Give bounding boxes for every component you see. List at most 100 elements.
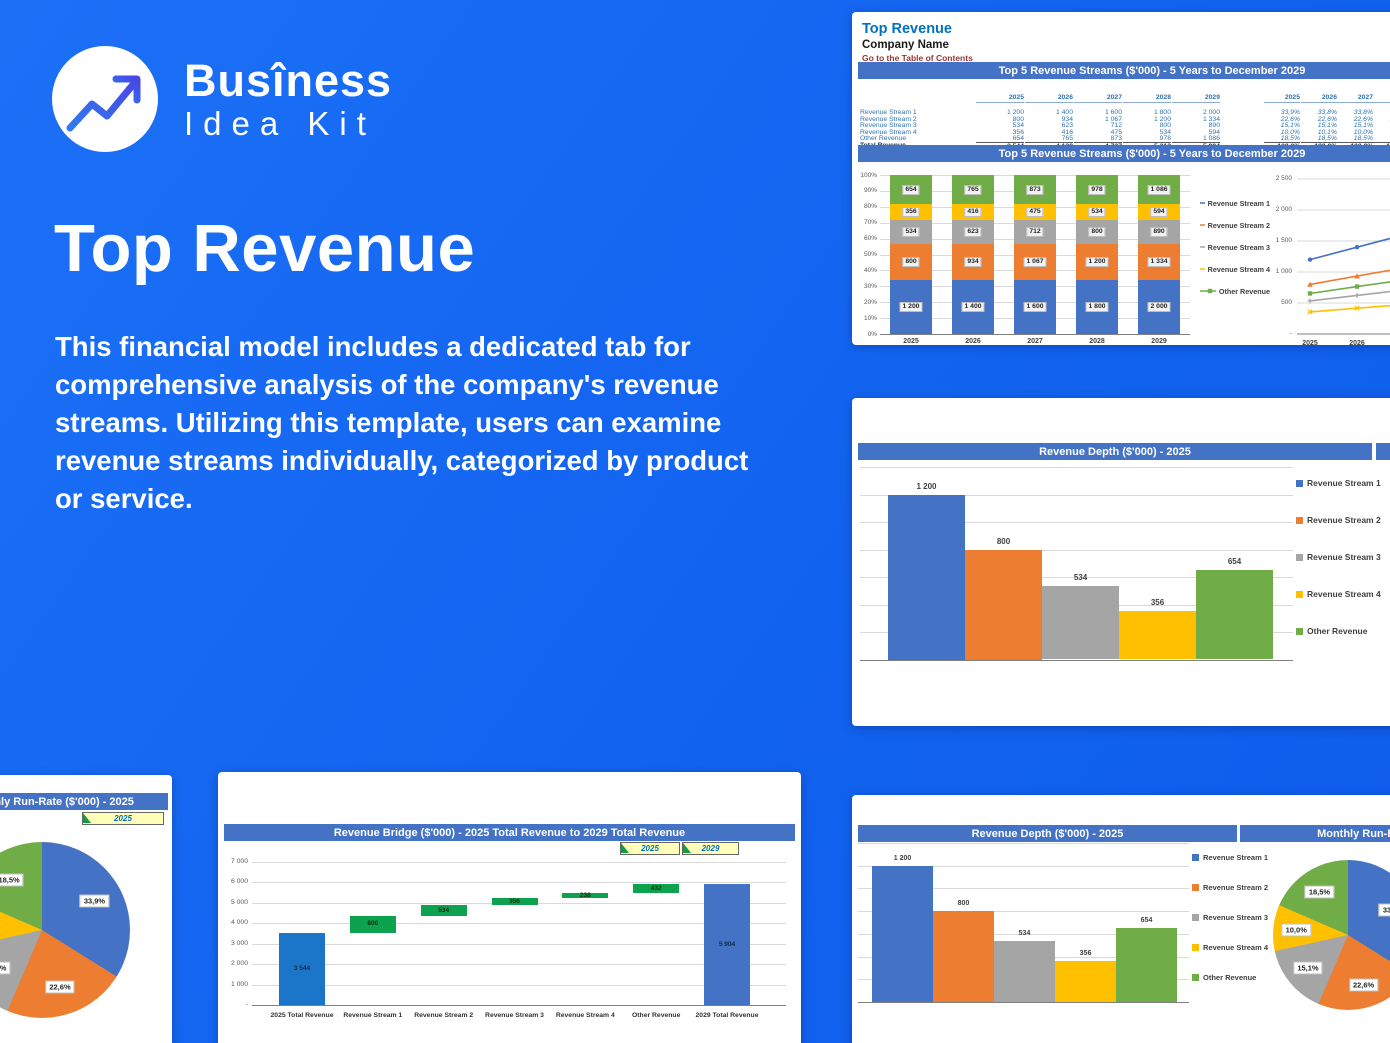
legend-item: Revenue Stream 4 <box>1296 589 1381 599</box>
bar-value-label: 356 <box>1079 950 1092 958</box>
depth-chart-legend: Revenue Stream 1 Revenue Stream 2 Revenue … <box>1296 478 1390 668</box>
dropdown-corner-mark <box>83 813 91 823</box>
bar-segment-label: 800 <box>902 257 920 268</box>
brand-logo <box>52 46 158 152</box>
pie-slice-label: 18,5% <box>0 873 24 887</box>
table-pct-cell: 22,6% <box>1317 116 1337 123</box>
table-cell: 712 <box>1110 122 1122 129</box>
bar <box>965 549 1042 660</box>
table-pct-cell: 22,6% <box>1353 116 1373 123</box>
table-of-contents-link[interactable]: Go to the Table of Contents <box>862 53 973 63</box>
axis-label: 20% <box>863 298 877 306</box>
grid-line <box>880 334 1190 335</box>
waterfall-bar <box>349 916 396 933</box>
grid-line <box>860 467 1293 468</box>
table-pct-cell: 15,1% <box>1280 122 1300 129</box>
bar-segment-label: 534 <box>902 227 920 238</box>
bar-value-label: 800 <box>996 536 1011 546</box>
bar <box>1116 927 1177 1002</box>
grid-line <box>252 1005 786 1006</box>
runrate-year-value: 2025 <box>114 814 132 823</box>
bar-segment-label: 873 <box>1026 184 1044 195</box>
legend-marker-icon <box>1200 202 1205 204</box>
table-pct-cell: 10,1% <box>1317 129 1337 136</box>
bar-segment-label: 1 086 <box>1147 184 1171 195</box>
marker <box>1307 281 1313 287</box>
legend-swatch <box>1192 974 1199 981</box>
table-cell: 534 <box>1012 122 1024 129</box>
marker <box>1307 291 1313 296</box>
bar <box>1196 569 1273 660</box>
table-cell: 1 400 <box>1055 109 1073 116</box>
pie-slice-label: 33,9% <box>1378 903 1390 917</box>
bar-value-label: 534 <box>1073 573 1088 583</box>
marker <box>1207 288 1213 294</box>
bridge-from-dropdown[interactable]: 2025 <box>620 842 680 855</box>
depth-banner-2: Revenue Depth ($'000) - 2025 <box>858 825 1237 842</box>
waterfall-bar-label: 800 <box>367 920 379 928</box>
data-line <box>1309 237 1390 261</box>
table-cell: 1 334 <box>1202 116 1220 123</box>
x-axis-label: 2025 Total Revenue <box>270 1012 334 1019</box>
revenue-table: 202520262027202820292025202620272028Reve… <box>858 90 1390 150</box>
runrate-pie-chart-2: 33,9% 22,6% 15,1% 10,0% 18,5% <box>1232 840 1390 1043</box>
table-cell: 800 <box>1159 122 1171 129</box>
next-banner-fragment <box>1376 443 1390 460</box>
axis-label: - <box>1289 330 1292 337</box>
bar-segment-label: 1 800 <box>1085 302 1109 313</box>
trend-arrow-icon <box>66 75 141 132</box>
table-cell: 890 <box>1208 122 1220 129</box>
grid-line <box>858 888 1189 890</box>
legend-swatch <box>1192 884 1199 891</box>
legend-label: Revenue Stream 1 <box>1207 198 1270 208</box>
axis-label: 100% <box>860 171 877 179</box>
table-cell: 800 <box>1012 116 1024 123</box>
axis-label: 6 000 <box>230 878 248 886</box>
table-cell: 654 <box>1012 135 1024 142</box>
waterfall-bar <box>491 898 538 906</box>
axis-label: 2 000 <box>1275 206 1292 213</box>
legend-label: Revenue Stream 3 <box>1307 552 1381 562</box>
axis-label: 5 000 <box>230 898 248 906</box>
bar <box>1055 961 1116 1002</box>
pie-slice-label: 15,1% <box>0 961 11 975</box>
runrate-year-dropdown[interactable]: 2025 <box>82 812 164 825</box>
bridge-to-dropdown[interactable]: 2029 <box>682 842 739 855</box>
bar-segment-label: 1 400 <box>961 302 985 313</box>
waterfall-bar <box>704 884 750 1005</box>
legend-label: Revenue Stream 3 <box>1207 242 1270 252</box>
brand-name-line1: Busîness <box>184 55 393 106</box>
legend-swatch <box>1296 479 1303 487</box>
table-pct-cell: 33,8% <box>1317 109 1337 116</box>
x-axis-label: Revenue Stream 3 <box>485 1012 544 1019</box>
marker <box>1354 305 1360 311</box>
waterfall-bar-label: 238 <box>579 891 591 899</box>
legend-label: Revenue Stream 1 <box>1203 853 1269 862</box>
bar-segment-label: 654 <box>902 184 920 195</box>
table-cell: 594 <box>1208 129 1220 136</box>
waterfall-bar-label: 432 <box>650 884 662 892</box>
table-row-label: Revenue Stream 3 <box>860 122 917 129</box>
page-title: Top Revenue <box>54 211 476 286</box>
bar-segment-label: 1 200 <box>899 302 923 313</box>
table-pct-cell: 33,8% <box>1353 109 1373 116</box>
marker <box>1354 273 1360 279</box>
legend-label: Revenue Stream 4 <box>1207 264 1270 274</box>
depth-banner: Revenue Depth ($'000) - 2025 <box>858 443 1372 460</box>
bar <box>1119 610 1196 660</box>
bar <box>888 494 965 660</box>
bar-segment-label: 765 <box>964 184 982 195</box>
table-cell: 1 600 <box>1104 109 1122 116</box>
axis-label: 2 500 <box>1275 175 1292 182</box>
grid-line <box>858 865 1189 867</box>
bridge-from-value: 2025 <box>641 844 659 853</box>
axis-label: 50% <box>863 251 877 258</box>
pie-slice-label: 22,6% <box>45 980 75 994</box>
legend-item: Revenue Stream 1 <box>1192 853 1268 862</box>
brand-name: Busîness Idea Kit <box>184 58 392 144</box>
legend-item: Revenue Stream 2 <box>1192 883 1268 892</box>
bar-segment-label: 1 334 <box>1147 257 1171 268</box>
grid-line <box>252 964 786 966</box>
marker <box>1307 257 1313 262</box>
grid-line <box>860 522 1293 523</box>
